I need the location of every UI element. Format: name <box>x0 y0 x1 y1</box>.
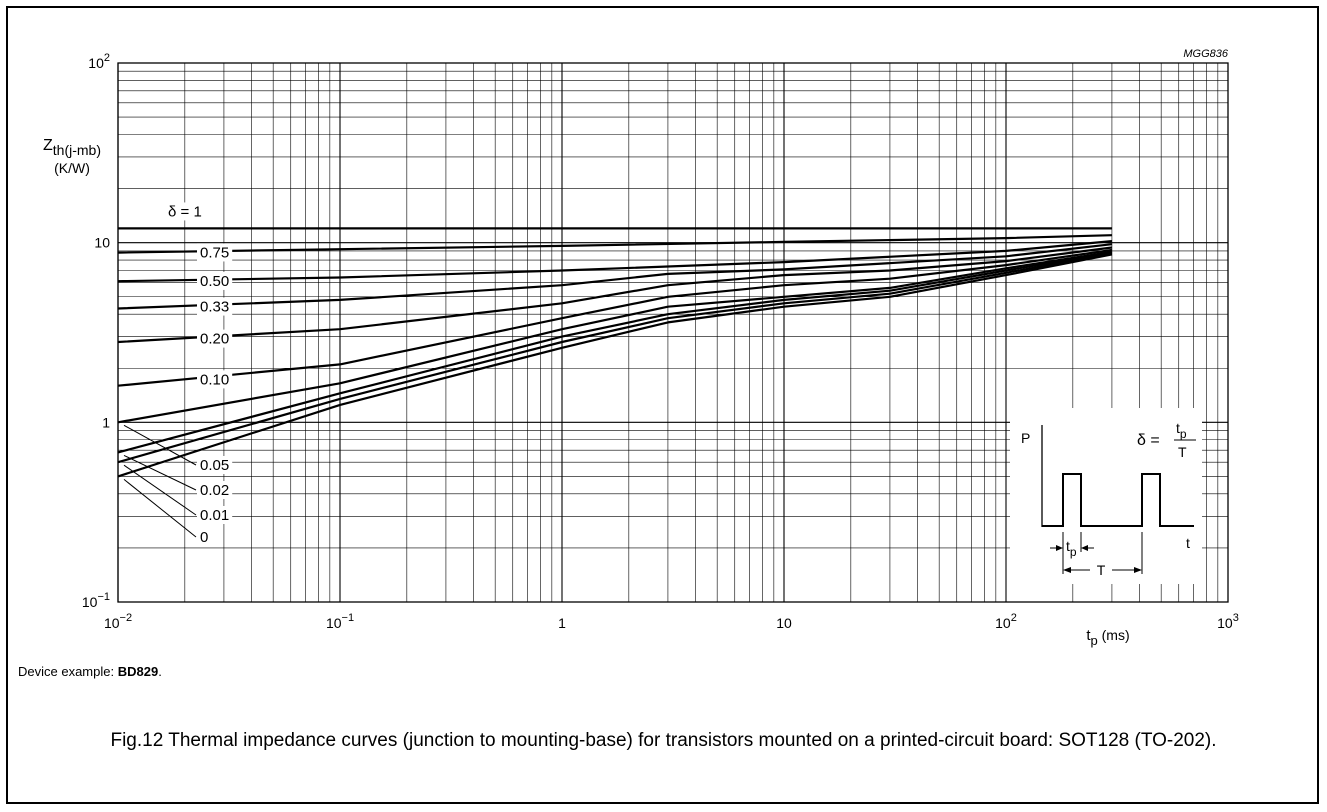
inset-time-label: t <box>1186 535 1190 551</box>
tick-label: 10 <box>776 615 792 631</box>
figure-code: MGG836 <box>1183 48 1229 60</box>
curve-labels: δ = 1 0.75 0.50 0.33 0.20 0.10 0.05 0.02 0.01 0 <box>123 202 233 546</box>
inset-tp-label: tp <box>1066 538 1077 559</box>
curve-label-bg <box>197 297 233 316</box>
inset-p-label: P <box>1021 430 1030 446</box>
curve-label-bg <box>197 271 233 290</box>
device-example: Device example: BD829. <box>18 664 162 679</box>
tp-arrowhead-left <box>1056 545 1063 551</box>
curve-label: 0.02 <box>200 482 229 499</box>
device-example-value: BD829 <box>117 664 159 679</box>
tick-labels: 10−2 10−1 1 10 102 103 10−1 1 10 102 <box>82 52 1239 631</box>
inset-background <box>1010 408 1202 584</box>
tick-label: 10 <box>94 235 110 251</box>
tick-label: 102 <box>995 612 1017 631</box>
curve-leader-line <box>123 479 197 538</box>
duty-formula-lhs: δ = <box>1137 432 1160 449</box>
inset-period-label: T <box>1097 562 1106 578</box>
x-label-sub: p <box>1091 633 1098 648</box>
curve-label: 0.33 <box>200 299 229 316</box>
figure-frame <box>6 6 1319 804</box>
period-arrowhead-left <box>1063 567 1071 573</box>
curve-label: 0 <box>200 529 208 546</box>
curve-label: 0.75 <box>200 244 229 261</box>
pulse-waveform <box>1042 473 1194 527</box>
curve-series <box>117 250 1113 424</box>
x-axis-label: tp (ms) <box>1086 627 1129 648</box>
curve-label-bg <box>165 202 205 221</box>
device-example-label: Device example: <box>18 664 118 679</box>
period-arrowhead-right <box>1134 567 1142 573</box>
curve-label-bg <box>197 506 233 524</box>
figure-caption: Fig.12 Thermal impedance curves (junctio… <box>110 730 1217 751</box>
pulse-inset: P tp T t δ = tp T <box>1010 408 1202 584</box>
curve-label-bg <box>197 481 233 499</box>
y-label-unit: (K/W) <box>54 160 90 176</box>
tick-label: 102 <box>88 52 110 71</box>
series-group <box>117 227 1113 478</box>
duty-formula-numerator: tp <box>1176 420 1187 441</box>
curve-series <box>117 240 1113 283</box>
y-label-main: Z <box>43 137 53 154</box>
y-label-sub: th(j-mb) <box>53 142 101 158</box>
curve-label: δ = 1 <box>168 203 202 220</box>
curve-label-bg <box>197 456 233 474</box>
curve-label-bg <box>197 370 233 389</box>
curve-series <box>117 248 1113 387</box>
tick-label: 10−1 <box>82 591 110 610</box>
tick-label: 1 <box>102 414 110 430</box>
svg-text:Zth(j-mb): Zth(j-mb) <box>43 137 101 158</box>
tick-label: 10−1 <box>326 612 354 631</box>
x-label-unit: (ms) <box>1098 627 1130 643</box>
curve-series <box>117 253 1113 478</box>
tick-label: 103 <box>1217 612 1239 631</box>
curve-series <box>117 234 1112 254</box>
curve-series <box>117 243 1113 310</box>
device-example-suffix: . <box>158 664 162 679</box>
tick-label: 10−2 <box>104 612 132 631</box>
curve-leader-line <box>123 424 197 466</box>
curve-label: 0.05 <box>200 457 229 474</box>
curve-label: 0.20 <box>200 331 229 348</box>
curve-series <box>117 251 1113 454</box>
curve-leader-line <box>123 464 197 516</box>
plot-area-border <box>117 62 1229 603</box>
curve-series <box>117 246 1113 344</box>
tick-label: 1 <box>558 615 566 631</box>
y-axis-label: Zth(j-mb) (K/W) <box>43 137 101 176</box>
curve-label-bg <box>197 243 233 262</box>
duty-formula-denominator: T <box>1178 444 1187 460</box>
thermal-impedance-chart: δ = 1 0.75 0.50 0.33 0.20 0.10 0.05 0.02 0.01 0 1… <box>43 48 1239 648</box>
curve-label-bg <box>197 329 233 348</box>
curve-label: 0.01 <box>200 507 229 524</box>
x-label-main: t <box>1086 627 1091 644</box>
curve-label: 0.10 <box>200 371 229 388</box>
curve-label-bg <box>197 528 212 546</box>
curve-series <box>117 252 1113 464</box>
curve-leader-line <box>123 454 197 491</box>
tp-arrowhead-right <box>1081 545 1088 551</box>
curve-label: 0.50 <box>200 273 229 290</box>
